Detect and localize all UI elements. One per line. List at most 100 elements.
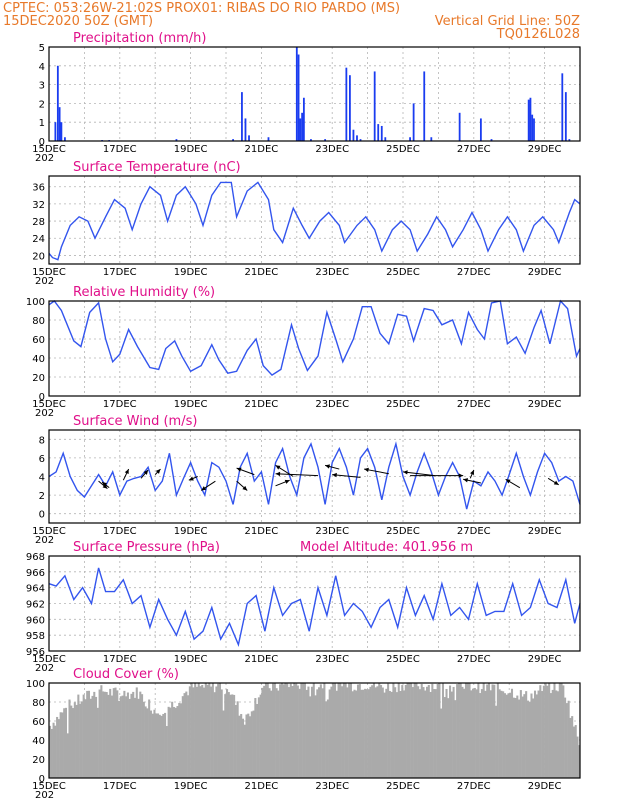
cloud-cover-bar (495, 705, 498, 778)
x-tick-label: 19DEC (174, 654, 208, 665)
y-tick-label: 3 (39, 81, 45, 92)
cloud-cover-bar (457, 683, 460, 778)
precipitation-bar (458, 112, 461, 141)
y-tick-label: 966 (26, 568, 45, 579)
cloud-cover-bar (249, 716, 252, 778)
cloud-cover-bar (252, 710, 255, 778)
cloud-cover-bar (87, 690, 91, 778)
precipitation-bar (490, 139, 493, 141)
cloud-cover-bar (93, 691, 96, 778)
cloud-cover-bar (316, 689, 319, 778)
header-grid-line: Vertical Grid Line: 50Z (435, 14, 580, 29)
cloud-cover-bar (296, 685, 299, 778)
cloud-cover-bar (224, 694, 227, 778)
cloud-cover-bar (172, 706, 175, 778)
y-tick-label: 20 (32, 755, 45, 766)
y-tick-label: 956 (26, 647, 45, 658)
cloud-cover-bar (420, 683, 423, 778)
cloud-cover-bar (401, 685, 404, 778)
x-tick-label: 27DEC (457, 399, 491, 410)
cloud-cover-bar (52, 722, 55, 778)
x-tick-label: 29DEC (528, 781, 562, 792)
cloud-cover-bar (337, 683, 340, 778)
wind-vector-arrow (402, 471, 435, 477)
precipitation-bar (244, 118, 247, 141)
cloud-cover-bar (135, 687, 138, 778)
y-tick-label: 964 (26, 584, 45, 595)
cloud-cover-bar (385, 688, 388, 778)
cloud-cover-bar (241, 718, 244, 778)
cloud-cover-bar (121, 695, 124, 778)
y-tick-label: 960 (26, 615, 45, 626)
cloud-cover-bar (364, 688, 367, 778)
cloud-cover-bar (206, 684, 209, 778)
y-tick-label: 40 (32, 736, 45, 747)
cloud-cover-bar (562, 685, 565, 778)
cloud-cover-bar (514, 697, 517, 778)
y-tick-label: 2 (39, 491, 45, 502)
cloud-cover-bar (332, 683, 335, 778)
cloud-cover-bar (418, 689, 421, 778)
precipitation-bar (232, 139, 234, 141)
cloud-cover-bar (130, 693, 133, 778)
wind-vector-arrowhead (236, 467, 242, 472)
panels: 0 1 2 3 4 5 Precipitation (mm/h) 15DEC 17DEC 19DE… (26, 31, 581, 800)
cloud-cover-bar (227, 692, 230, 778)
precipitation-bar (384, 137, 387, 141)
cloud-cover-bar (202, 687, 206, 778)
cloud-cover-bar (411, 687, 414, 778)
cloud-cover-bar (371, 685, 374, 778)
cloud-cover-bar (73, 702, 76, 778)
cloud-cover-bar (505, 694, 508, 778)
cloud-cover-bar (564, 697, 567, 778)
cloud-cover-bar (556, 691, 560, 778)
humidity-series-line (48, 299, 581, 377)
x-tick-label: 27DEC (457, 526, 491, 537)
cloud-cover-bar (576, 736, 579, 778)
cloud-cover-bar (413, 683, 416, 778)
cloud-cover-bar (443, 697, 446, 778)
cloud-cover-bar (66, 733, 69, 778)
cloud-cover-bar (298, 688, 301, 778)
cloud-cover-bar (98, 689, 101, 778)
cloud-cover-bar (156, 713, 160, 778)
cloud-cover-bar (199, 686, 202, 778)
temperature-title: Surface Temperature (nC) (73, 160, 241, 175)
cloud-cover-bar (325, 701, 328, 778)
cloud-cover-bar (369, 686, 372, 778)
cloud-cover-bar (142, 701, 145, 778)
x-tick-label: 19DEC (174, 144, 208, 155)
cloud-cover-bar (151, 713, 154, 778)
cloud-cover-bar (247, 713, 250, 778)
cloud-cover-bar (231, 694, 234, 778)
cloud-cover-bar (356, 684, 360, 778)
wind-series-line (48, 441, 581, 510)
precipitation-bar (60, 122, 63, 141)
cloud-cover-bar (447, 698, 450, 778)
cloud-cover-bar (282, 684, 285, 778)
cloud-cover-bar (500, 690, 503, 778)
precipitation-panel: 0 1 2 3 4 5 Precipitation (mm/h) 15DEC 17DEC 19DE… (32, 31, 581, 164)
wind-vector-arrowhead (458, 473, 464, 478)
y-tick-label: 958 (26, 631, 45, 642)
cloud-cover-bar (64, 707, 67, 778)
cloud-cover-bar (367, 689, 370, 778)
cloud-cover-bar (213, 692, 216, 778)
cloud-cover-bar (410, 683, 413, 778)
wind-vector-arrowhead (275, 465, 281, 470)
cloud-cover-title: Cloud Cover (%) (73, 667, 179, 682)
y-tick-label: 80 (32, 316, 45, 327)
cloud-cover-bar (358, 684, 361, 778)
cloud-cover-bar (277, 690, 280, 778)
x-tick-label: 21DEC (245, 267, 279, 278)
cloud-cover-bar (544, 683, 547, 778)
cloud-cover-bar (162, 713, 165, 778)
precipitation-bar (430, 137, 433, 141)
cloud-cover-bar (489, 690, 492, 778)
wind-vector-arrowhead (143, 469, 149, 475)
cloud-cover-bar (426, 686, 429, 778)
cloud-cover-bar (107, 694, 110, 778)
cloud-cover-bar (181, 696, 184, 778)
wind-vector-arrowhead (332, 472, 337, 478)
cloud-cover-bar (569, 717, 572, 778)
